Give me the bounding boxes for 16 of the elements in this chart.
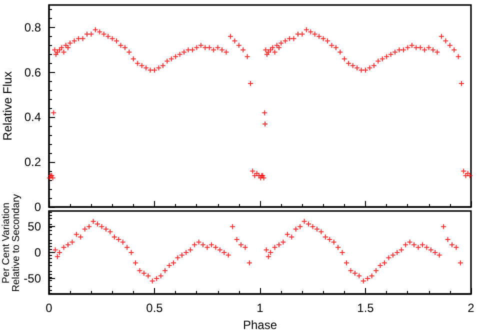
y-tick-label: 0.8 [24, 20, 42, 34]
x-tick-label: 2 [468, 301, 475, 315]
x-tick-label: 0.5 [146, 301, 164, 315]
y-axis-title: Per Cent Variation Relative to Secondary [1, 194, 22, 292]
x-axis-title: Phase [242, 318, 278, 330]
x-tick-label: 0 [46, 301, 53, 315]
x-tick-label: 1.5 [357, 301, 374, 315]
y-tick-label: -50 [24, 271, 42, 286]
y-axis-title: Relative Flux [0, 71, 14, 141]
x-tick-label: 1 [256, 301, 264, 315]
y-tick-label: 0 [34, 200, 42, 214]
y-tick-label: 0.2 [24, 155, 42, 170]
y-tick-label: 0.4 [24, 110, 42, 124]
y-tick-label: 0 [34, 246, 42, 260]
y-tick-label: 50 [28, 220, 42, 234]
y-tick-label: 0.6 [24, 65, 42, 80]
